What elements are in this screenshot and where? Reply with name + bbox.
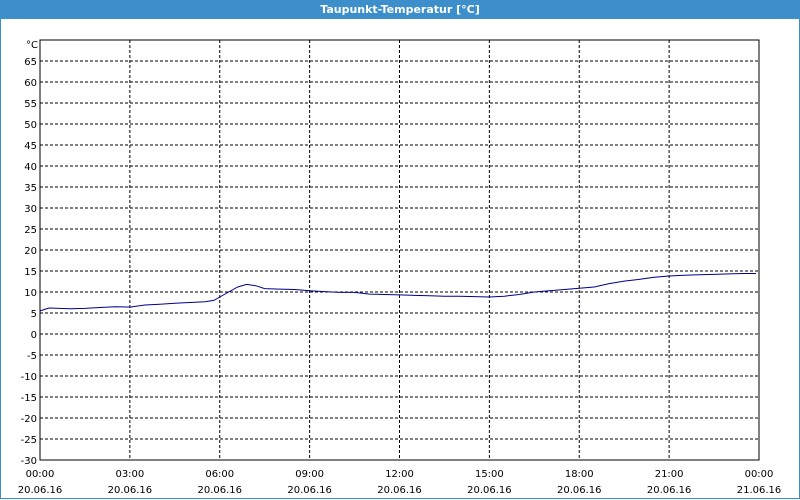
x-tick-time: 00:00 <box>745 469 774 480</box>
y-tick-label: 65 <box>24 57 37 68</box>
x-tick-date: 20.06.16 <box>287 485 332 496</box>
x-tick-date: 20.06.16 <box>18 485 63 496</box>
x-tick-date: 20.06.16 <box>377 485 422 496</box>
y-tick-label: 55 <box>24 99 37 110</box>
plot-area <box>39 39 760 461</box>
chart-title: Taupunkt-Temperatur [°C] <box>0 0 800 19</box>
y-tick-label: 0 <box>31 330 37 341</box>
x-tick-date: 20.06.16 <box>647 485 692 496</box>
y-tick-label: 50 <box>24 120 37 131</box>
y-tick-label: 25 <box>24 225 37 236</box>
y-tick-label: 10 <box>24 288 37 299</box>
x-tick-time: 18:00 <box>565 469 594 480</box>
x-axis-ticks: 00:00 20.06.16 03:00 20.06.16 06:00 20.06.16 0… <box>18 469 782 496</box>
x-tick-time: 06:00 <box>205 469 234 480</box>
y-tick-label: -15 <box>21 393 37 404</box>
x-tick-date: 20.06.16 <box>467 485 512 496</box>
y-tick-label: 15 <box>24 267 37 278</box>
y-tick-label: 35 <box>24 183 37 194</box>
x-tick-time: 15:00 <box>475 469 504 480</box>
y-tick-label: 45 <box>24 141 37 152</box>
x-tick-date: 21.06.16 <box>737 485 782 496</box>
y-tick-label: -5 <box>27 351 37 362</box>
y-tick-label: -10 <box>21 372 37 383</box>
x-tick-date: 20.06.16 <box>557 485 602 496</box>
x-tick-date: 20.06.16 <box>108 485 153 496</box>
y-unit-label: °C <box>26 40 38 51</box>
x-tick-time: 00:00 <box>26 469 55 480</box>
y-axis-ticks: -30 -25 -20 -15 -10 -5 0 5 10 15 20 25 30 35 40 45 50 55 6… <box>21 57 37 467</box>
x-tick-time: 12:00 <box>385 469 414 480</box>
y-tick-label: -30 <box>21 456 37 467</box>
x-tick-time: 21:00 <box>655 469 684 480</box>
series-line <box>39 273 756 312</box>
x-tick-time: 03:00 <box>115 469 144 480</box>
y-tick-label: 30 <box>24 204 37 215</box>
x-tick-time: 09:00 <box>295 469 324 480</box>
y-tick-label: 40 <box>24 162 37 173</box>
y-tick-label: -20 <box>21 414 37 425</box>
y-tick-label: -25 <box>21 435 37 446</box>
y-tick-label: 5 <box>31 309 37 320</box>
x-tick-date: 20.06.16 <box>197 485 242 496</box>
grid-lines <box>40 40 759 460</box>
y-tick-label: 60 <box>24 78 37 89</box>
y-tick-label: 20 <box>24 246 37 257</box>
